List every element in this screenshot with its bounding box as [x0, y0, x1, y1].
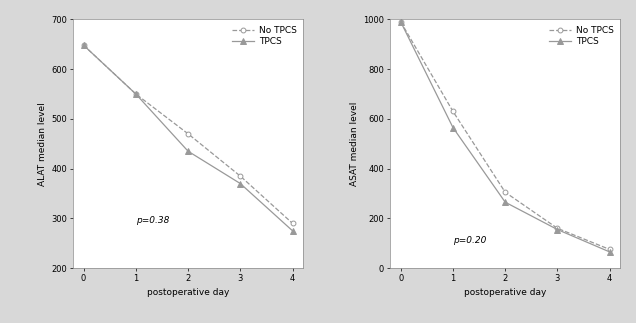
- Line: TPCS: TPCS: [398, 19, 612, 255]
- Text: p=0.20: p=0.20: [453, 236, 487, 245]
- X-axis label: postoperative day: postoperative day: [464, 287, 546, 297]
- No TPCS: [606, 247, 614, 251]
- TPCS: [449, 126, 457, 130]
- Legend: No TPCS, TPCS: No TPCS, TPCS: [547, 24, 616, 48]
- No TPCS: [80, 43, 87, 47]
- TPCS: [237, 182, 244, 185]
- No TPCS: [449, 109, 457, 113]
- TPCS: [184, 149, 192, 153]
- No TPCS: [501, 190, 509, 194]
- TPCS: [80, 43, 87, 47]
- Legend: No TPCS, TPCS: No TPCS, TPCS: [230, 24, 298, 48]
- No TPCS: [553, 226, 561, 230]
- X-axis label: postoperative day: postoperative day: [147, 287, 229, 297]
- TPCS: [397, 20, 404, 24]
- Line: No TPCS: No TPCS: [398, 19, 612, 252]
- Y-axis label: ALAT median level: ALAT median level: [38, 102, 47, 186]
- No TPCS: [289, 221, 296, 225]
- TPCS: [606, 250, 614, 254]
- Y-axis label: ASAT median level: ASAT median level: [350, 101, 359, 186]
- TPCS: [132, 92, 140, 96]
- Line: TPCS: TPCS: [81, 42, 295, 234]
- TPCS: [289, 229, 296, 233]
- TPCS: [553, 228, 561, 232]
- Line: No TPCS: No TPCS: [81, 43, 295, 226]
- TPCS: [501, 200, 509, 204]
- No TPCS: [397, 20, 404, 24]
- Text: p=0.38: p=0.38: [136, 216, 169, 225]
- No TPCS: [237, 174, 244, 178]
- No TPCS: [132, 92, 140, 96]
- No TPCS: [184, 132, 192, 136]
